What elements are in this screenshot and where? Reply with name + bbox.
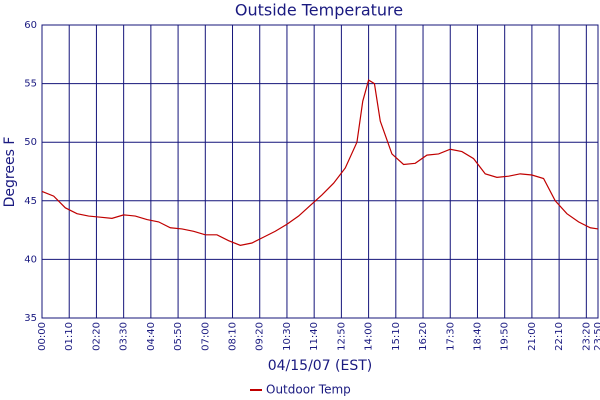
x-tick-label: 23:20 xyxy=(581,322,592,351)
x-tick-label: 21:00 xyxy=(527,322,538,351)
x-tick-label: 16:20 xyxy=(418,322,429,351)
x-tick-label: 04:40 xyxy=(146,322,157,351)
x-tick-label: 17:30 xyxy=(445,322,456,351)
y-tick-label: 40 xyxy=(24,254,37,265)
y-axis-label: Degrees F xyxy=(2,137,18,208)
x-tick-label: 03:30 xyxy=(119,322,130,351)
x-tick-label: 18:40 xyxy=(472,322,483,351)
x-tick-label: 23:50 xyxy=(593,322,600,351)
x-tick-label: 19:50 xyxy=(500,322,511,351)
y-tick-label: 35 xyxy=(24,313,37,324)
data-line xyxy=(41,79,599,246)
y-tick-label: 60 xyxy=(24,20,37,31)
y-tick-label: 50 xyxy=(24,137,37,148)
x-tick-label: 15:10 xyxy=(391,322,402,351)
x-axis-label: 04/15/07 (EST) xyxy=(268,358,373,374)
y-tick-label: 45 xyxy=(24,196,37,207)
x-tick-label: 00:00 xyxy=(37,322,48,351)
x-tick-label: 10:30 xyxy=(282,322,293,351)
x-tick-label: 14:00 xyxy=(364,322,375,351)
y-tick-label: 55 xyxy=(24,79,37,90)
x-tick-label: 11:40 xyxy=(309,322,320,351)
x-tick-label: 22:10 xyxy=(554,322,565,351)
x-tick-label: 02:20 xyxy=(91,322,102,351)
x-tick-label: 01:10 xyxy=(64,322,75,351)
x-tick-label: 12:50 xyxy=(336,322,347,351)
x-tick-label: 09:20 xyxy=(255,322,266,351)
x-tick-label: 05:50 xyxy=(173,322,184,351)
x-tick-label: 08:10 xyxy=(228,322,239,351)
legend-label: Outdoor Temp xyxy=(266,383,351,397)
x-tick-label: 07:00 xyxy=(200,322,211,351)
chart-title: Outside Temperature xyxy=(235,1,403,20)
plot-area xyxy=(41,24,599,319)
